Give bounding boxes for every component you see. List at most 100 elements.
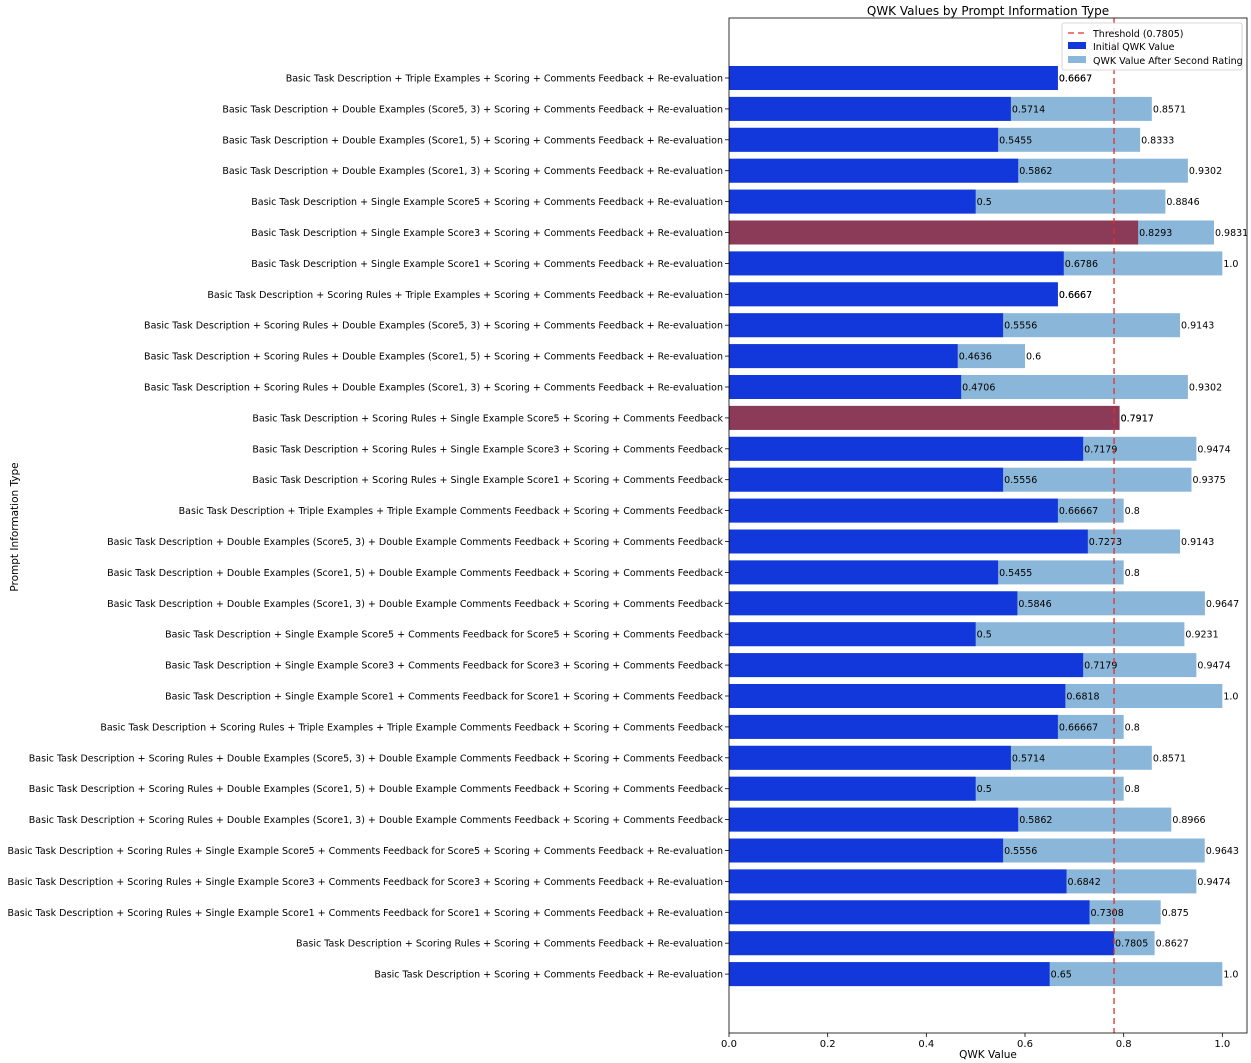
- chart-title: QWK Values by Prompt Information Type: [867, 4, 1109, 18]
- x-tick-label: 0.6: [1017, 1039, 1033, 1050]
- after-value-label: 0.9474: [1197, 444, 1230, 455]
- initial-value-label: 0.4636: [959, 352, 992, 363]
- initial-value-label: 0.6786: [1065, 259, 1098, 270]
- legend-initial-swatch: [1068, 42, 1086, 49]
- category-label: Basic Task Description + Scoring Rules +…: [7, 908, 723, 919]
- initial-value-label: 0.5714: [1012, 753, 1045, 764]
- category-label: Basic Task Description + Scoring Rules +…: [29, 784, 724, 795]
- category-label: Basic Task Description + Single Example …: [165, 661, 723, 672]
- category-label: Basic Task Description + Scoring Rules +…: [252, 475, 723, 486]
- initial-value-label: 0.5455: [999, 135, 1032, 146]
- after-value-label: 1.0: [1223, 970, 1238, 981]
- bar-initial: [729, 251, 1064, 276]
- after-value-label: 0.9231: [1185, 630, 1218, 641]
- bar-initial: [729, 560, 999, 585]
- bar-initial: [729, 220, 1139, 245]
- bar-initial: [729, 869, 1067, 894]
- x-tick-label: 0.0: [721, 1039, 737, 1050]
- x-tick-label: 0.4: [918, 1039, 934, 1050]
- initial-value-label: 0.5: [977, 197, 992, 208]
- after-value-label: 0.9474: [1197, 877, 1230, 888]
- bar-initial: [729, 189, 976, 214]
- category-label: Basic Task Description + Scoring Rules +…: [7, 846, 723, 857]
- bar-initial: [729, 931, 1115, 956]
- bar-initial: [729, 714, 1058, 739]
- initial-value-label: 0.5455: [999, 568, 1032, 579]
- after-value-label: 0.6667: [1059, 290, 1092, 301]
- x-tick-label: 0.8: [1116, 1039, 1132, 1050]
- category-label: Basic Task Description + Scoring Rules +…: [296, 939, 723, 950]
- initial-value-label: 0.7308: [1091, 908, 1124, 919]
- bar-initial: [729, 66, 1058, 90]
- category-label: Basic Task Description + Double Examples…: [222, 166, 723, 177]
- after-value-label: 0.8: [1125, 506, 1140, 517]
- after-value-label: 0.9143: [1181, 537, 1214, 548]
- after-value-label: 0.8: [1125, 784, 1140, 795]
- after-value-label: 0.7917: [1121, 413, 1154, 424]
- initial-value-label: 0.66667: [1059, 722, 1098, 733]
- category-label: Basic Task Description + Scoring Rules +…: [144, 352, 723, 363]
- category-label-layer: Basic Task Description + Triple Examples…: [7, 74, 729, 981]
- initial-value-label: 0.5: [977, 784, 992, 795]
- after-value-label: 0.8571: [1153, 104, 1186, 115]
- after-value-label: 0.6: [1026, 352, 1041, 363]
- category-label: Basic Task Description + Scoring + Comme…: [374, 970, 723, 981]
- bar-initial: [729, 529, 1088, 554]
- x-axis: 0.0 0.2 0.4 0.6 0.8 1.0: [721, 1033, 1230, 1050]
- category-label: Basic Task Description + Scoring Rules +…: [100, 722, 723, 733]
- after-value-label: 0.875: [1162, 908, 1189, 919]
- category-label: Basic Task Description + Double Examples…: [222, 104, 723, 115]
- bar-initial: [729, 375, 962, 399]
- category-label: Basic Task Description + Scoring Rules +…: [207, 290, 723, 301]
- category-label: Basic Task Description + Single Example …: [165, 692, 723, 703]
- bar-initial: [729, 344, 958, 369]
- after-value-label: 0.8333: [1141, 135, 1174, 146]
- initial-value-label: 0.5556: [1004, 321, 1037, 332]
- category-label: Basic Task Description + Scoring Rules +…: [252, 413, 723, 424]
- initial-value-label: 0.66667: [1059, 506, 1098, 517]
- initial-value-label: 0.6667: [1059, 74, 1092, 85]
- initial-value-label: 0.8293: [1139, 228, 1172, 239]
- legend-threshold-label: Threshold (0.7805): [1092, 29, 1184, 40]
- after-value-label: 0.9643: [1206, 846, 1239, 857]
- category-label: Basic Task Description + Scoring Rules +…: [29, 815, 724, 826]
- bar-initial: [729, 900, 1090, 925]
- category-label: Basic Task Description + Single Example …: [165, 630, 723, 641]
- after-value-label: 0.9474: [1197, 661, 1230, 672]
- bar-initial: [729, 962, 1050, 987]
- value-label-layer: 0.6667 0.6667 0.5714 0.8571 0.5455 0.8333 0.58…: [959, 74, 1249, 981]
- x-tick-label: 0.2: [820, 1039, 836, 1050]
- initial-value-label: 0.6667: [1059, 290, 1092, 301]
- legend-after-label: QWK Value After Second Rating: [1093, 56, 1243, 67]
- legend-initial-label: Initial QWK Value: [1093, 42, 1175, 53]
- after-value-label: 0.9302: [1189, 383, 1222, 394]
- category-label: Basic Task Description + Scoring Rules +…: [7, 877, 723, 888]
- initial-value-label: 0.5862: [1019, 815, 1052, 826]
- initial-value-label: 0.5556: [1004, 475, 1037, 486]
- category-label: Basic Task Description + Single Example …: [251, 259, 723, 270]
- category-label: Basic Task Description + Double Examples…: [107, 568, 723, 579]
- category-label: Basic Task Description + Triple Examples…: [286, 74, 723, 85]
- after-value-label: 0.8627: [1156, 939, 1189, 950]
- category-label: Basic Task Description + Scoring Rules +…: [252, 444, 723, 455]
- category-label: Basic Task Description + Scoring Rules +…: [144, 383, 723, 394]
- x-axis-title: QWK Value: [959, 1049, 1017, 1061]
- initial-value-label: 0.7179: [1084, 661, 1117, 672]
- bar-initial: [729, 622, 976, 647]
- bar-initial: [729, 405, 1120, 430]
- bar-initial: [729, 436, 1084, 461]
- after-value-label: 0.9647: [1206, 599, 1239, 610]
- bar-initial: [729, 127, 999, 152]
- bar-initial: [729, 684, 1066, 708]
- initial-value-label: 0.65: [1051, 970, 1072, 981]
- bar-initial: [729, 807, 1019, 832]
- category-label: Basic Task Description + Double Examples…: [107, 537, 723, 548]
- category-label: Basic Task Description + Triple Examples…: [179, 506, 724, 517]
- initial-value-label: 0.4706: [962, 383, 995, 394]
- after-value-label: 0.6667: [1059, 74, 1092, 85]
- y-axis-title: Prompt Information Type: [9, 462, 21, 591]
- initial-value-label: 0.7917: [1121, 413, 1154, 424]
- initial-value-label: 0.7179: [1084, 444, 1117, 455]
- category-label: Basic Task Description + Scoring Rules +…: [144, 321, 723, 332]
- after-value-label: 0.8966: [1172, 815, 1205, 826]
